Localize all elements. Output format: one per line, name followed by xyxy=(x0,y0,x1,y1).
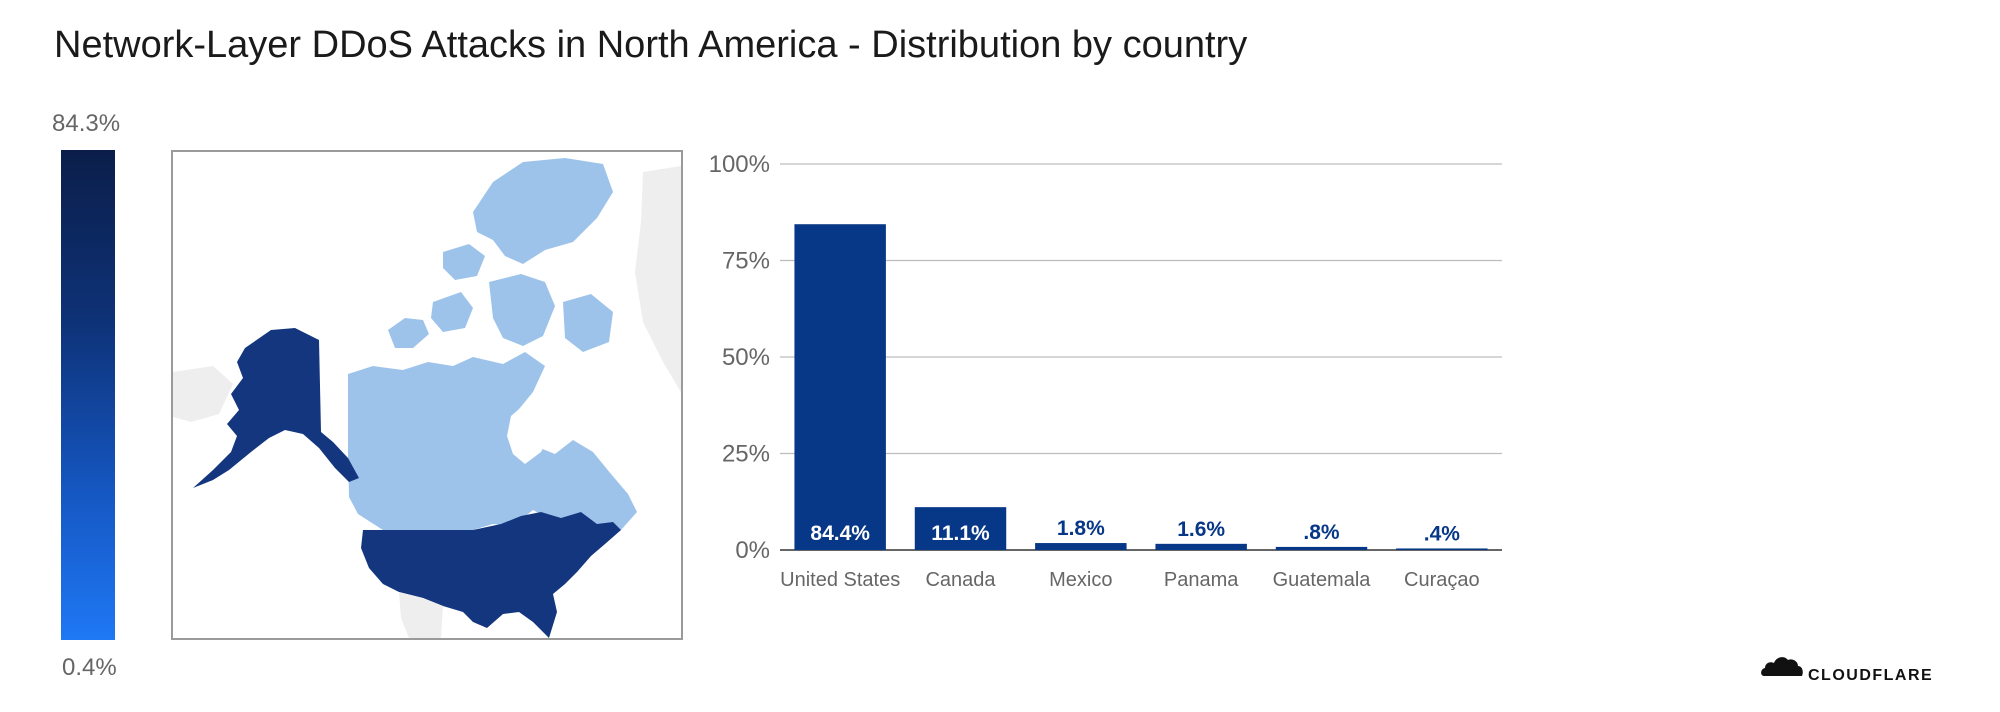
data-label: 11.1% xyxy=(931,522,990,545)
x-axis-ticks: United States Canada Mexico Panama Guatemala… xyxy=(780,569,1480,591)
chart-gridlines xyxy=(780,163,1502,551)
brand-logo-text: CLOUDFLARE xyxy=(1808,667,1934,684)
map-united-states xyxy=(361,512,621,638)
map-canada xyxy=(348,352,637,530)
data-label: 84.4% xyxy=(810,522,870,545)
data-label: .8% xyxy=(1303,521,1340,544)
y-tick-label: 100% xyxy=(709,151,770,178)
x-tick-label: Curaçao xyxy=(1404,569,1480,591)
bar xyxy=(914,507,1007,550)
color-scale-max-label: 84.3% xyxy=(52,110,121,137)
x-tick-label: Panama xyxy=(1164,569,1239,591)
bar xyxy=(1035,543,1127,550)
color-scale-min-label: 0.4% xyxy=(62,654,117,681)
x-tick-label: United States xyxy=(780,569,900,591)
y-tick-label: 25% xyxy=(722,441,770,468)
y-tick-label: 0% xyxy=(735,537,770,564)
cloud-icon xyxy=(1761,657,1803,676)
bar xyxy=(1155,543,1247,550)
bar xyxy=(1396,548,1488,550)
chart-bars xyxy=(794,224,1488,550)
data-label: .4% xyxy=(1424,522,1461,545)
map-alaska xyxy=(193,328,359,488)
y-tick-label: 50% xyxy=(722,344,770,371)
bar xyxy=(1275,546,1368,550)
map-canada-arctic xyxy=(373,158,613,406)
y-axis-ticks: 0% 25% 50% 75% 100% xyxy=(709,151,770,564)
choropleth-map xyxy=(171,150,683,640)
color-scale-bar xyxy=(61,150,115,640)
map-russia xyxy=(173,366,233,422)
map-mexico xyxy=(399,592,443,638)
x-tick-label: Mexico xyxy=(1049,569,1112,591)
data-label: 1.6% xyxy=(1177,518,1225,541)
map-greenland xyxy=(635,166,681,392)
chart-data-labels: 84.4% 11.1% 1.8% 1.6% .8% .4% xyxy=(810,517,1460,545)
y-tick-label: 75% xyxy=(722,248,770,275)
map-hudson-bay xyxy=(507,404,553,464)
data-label: 1.8% xyxy=(1057,517,1105,540)
bar-chart: 0% 25% 50% 75% 100% 84.4% 11.1% 1.8% 1.6% .8% .4%… xyxy=(709,151,1502,591)
x-tick-label: Canada xyxy=(925,569,996,591)
x-tick-label: Guatemala xyxy=(1273,569,1372,591)
chart-title: Network-Layer DDoS Attacks in North Amer… xyxy=(54,24,1248,66)
bar xyxy=(794,224,886,550)
